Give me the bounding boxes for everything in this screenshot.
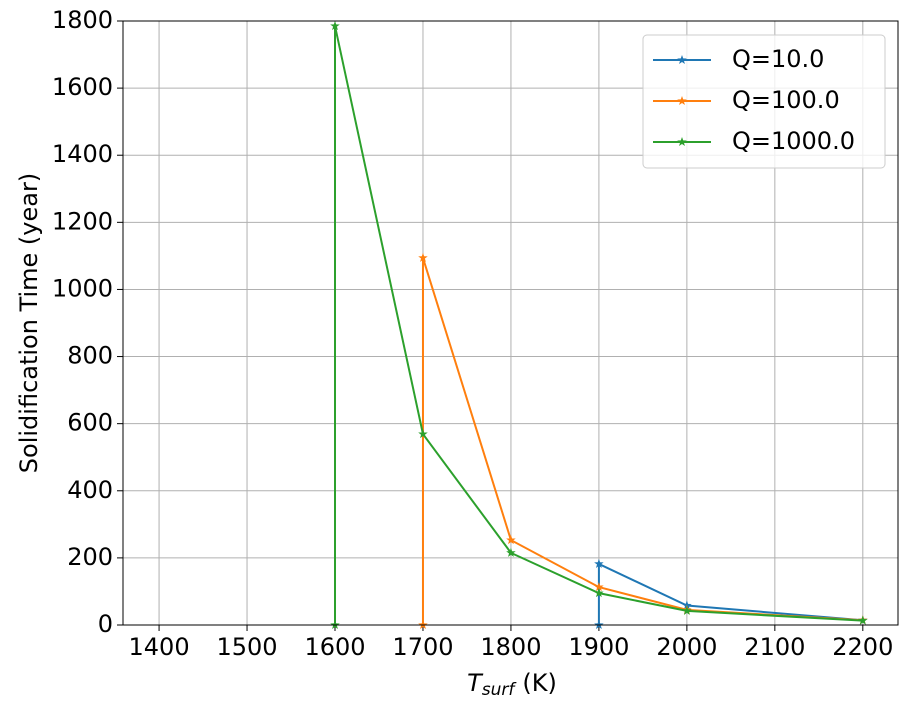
legend: Q=10.0 Q=100.0 Q=1000.0 xyxy=(642,34,886,169)
y-tick-label: 1800 xyxy=(52,6,113,34)
x-axis-label: Tsurf (K) xyxy=(467,669,557,700)
y-tick-label: 1200 xyxy=(52,207,113,235)
legend-box xyxy=(642,34,886,169)
x-tick-label: 1700 xyxy=(392,633,453,661)
y-tick-label: 400 xyxy=(67,476,113,504)
legend-marker xyxy=(677,96,687,106)
x-label-sub: surf xyxy=(482,680,518,700)
y-axis-label: Solidification Time (year) xyxy=(15,173,43,473)
x-label-main: T xyxy=(467,669,484,697)
y-tick-label: 1000 xyxy=(52,274,113,302)
line xyxy=(421,257,863,625)
legend-label: Q=100.0 xyxy=(732,86,840,114)
x-tick-label: 2100 xyxy=(744,633,805,661)
marker xyxy=(594,558,604,568)
marker xyxy=(594,582,604,592)
x-tick-label: 1800 xyxy=(480,633,541,661)
marker xyxy=(330,21,340,31)
y-tick-label: 800 xyxy=(67,342,113,370)
x-tick-label: 1400 xyxy=(129,633,190,661)
y-tick-label: 0 xyxy=(98,610,113,638)
marker xyxy=(594,588,604,598)
legend-marker xyxy=(677,137,687,147)
x-tick-label: 1900 xyxy=(568,633,629,661)
legend-marker xyxy=(677,55,687,65)
marker xyxy=(506,547,516,557)
y-tick-label: 200 xyxy=(67,543,113,571)
y-tick-label: 600 xyxy=(67,409,113,437)
plot-frame xyxy=(122,20,899,626)
marker xyxy=(682,605,692,615)
marker xyxy=(418,252,428,262)
line xyxy=(597,562,863,625)
marker xyxy=(418,429,428,439)
legend-label: Q=1000.0 xyxy=(732,127,855,155)
legend-label: Q=10.0 xyxy=(732,45,824,73)
x-tick-label: 1500 xyxy=(216,633,277,661)
x-label-unit: (K) xyxy=(522,669,556,697)
x-tick-label: 2000 xyxy=(656,633,717,661)
marker xyxy=(858,615,868,625)
marker xyxy=(506,535,516,545)
y-tick-label: 1400 xyxy=(52,140,113,168)
x-tick-label: 1600 xyxy=(304,633,365,661)
y-tick-label: 1600 xyxy=(52,73,113,101)
x-tick-label: 2200 xyxy=(832,633,893,661)
